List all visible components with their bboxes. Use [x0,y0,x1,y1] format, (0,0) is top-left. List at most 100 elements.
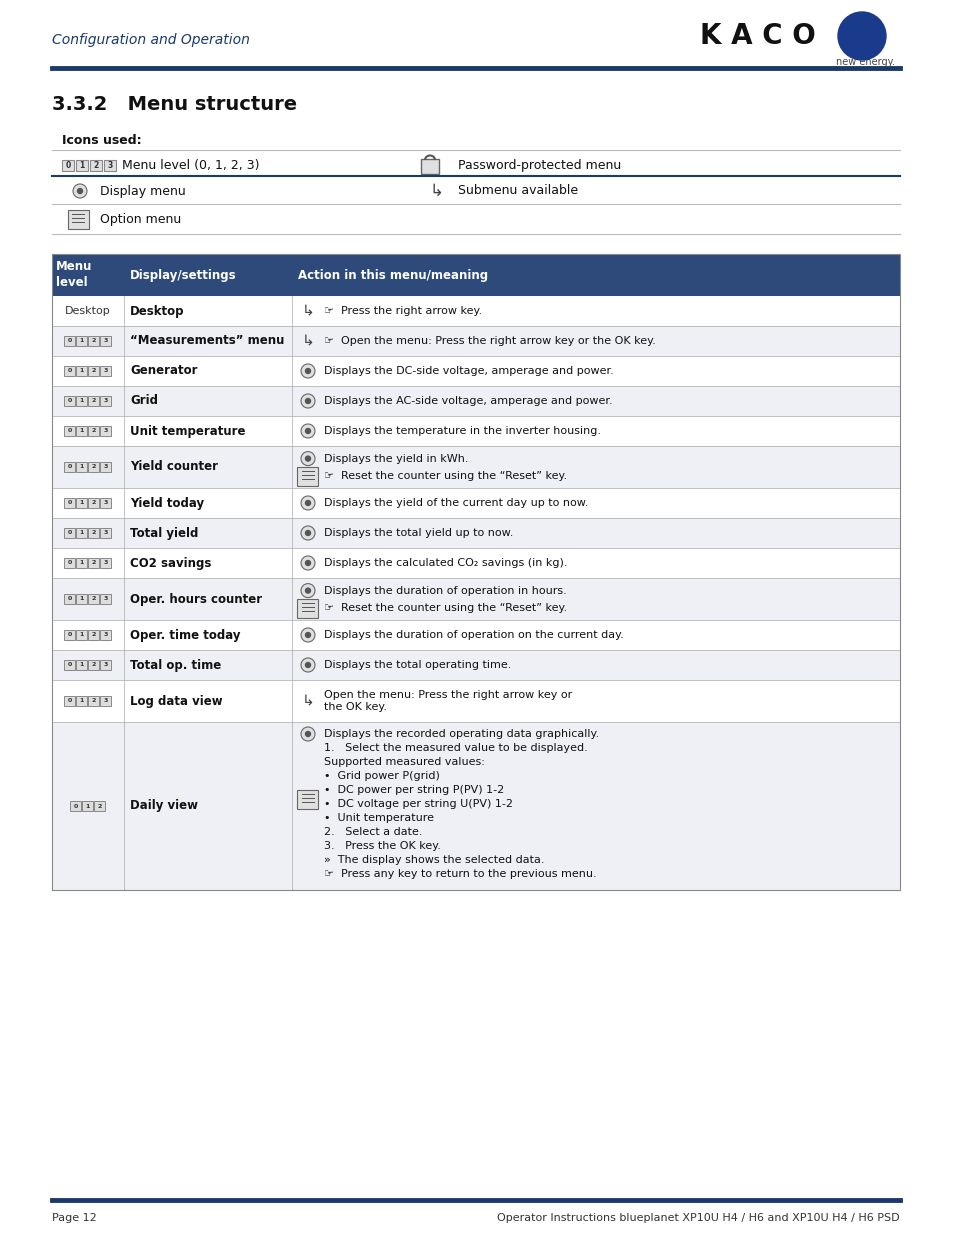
Text: 2: 2 [91,561,95,566]
Text: 0: 0 [68,368,71,373]
FancyBboxPatch shape [104,159,116,170]
Circle shape [305,531,310,536]
FancyBboxPatch shape [64,396,75,406]
Text: CO2 savings: CO2 savings [130,557,212,569]
FancyBboxPatch shape [100,697,111,706]
FancyBboxPatch shape [52,517,899,548]
Circle shape [301,394,314,408]
FancyBboxPatch shape [88,498,99,508]
FancyBboxPatch shape [100,594,111,604]
Text: 2: 2 [93,161,98,169]
Text: Submenu available: Submenu available [457,184,578,198]
Circle shape [301,526,314,540]
Text: Menu
level: Menu level [56,261,92,289]
Text: Displays the duration of operation on the current day.: Displays the duration of operation on th… [324,630,623,640]
Text: ↳: ↳ [430,182,443,200]
Text: 2: 2 [91,464,95,469]
Text: 2: 2 [91,399,95,404]
Text: 3: 3 [103,368,108,373]
Text: 0: 0 [68,338,71,343]
Text: Displays the total yield up to now.: Displays the total yield up to now. [324,529,513,538]
FancyBboxPatch shape [100,558,111,568]
Text: 1: 1 [79,531,84,536]
Text: Desktop: Desktop [65,306,111,316]
Text: 2: 2 [91,531,95,536]
FancyBboxPatch shape [88,462,99,472]
Text: Configuration and Operation: Configuration and Operation [52,33,250,47]
FancyBboxPatch shape [90,159,102,170]
FancyBboxPatch shape [88,366,99,375]
Text: Displays the AC-side voltage, amperage and power.: Displays the AC-side voltage, amperage a… [324,396,612,406]
Text: 3: 3 [103,500,108,505]
Text: Option menu: Option menu [100,212,181,226]
FancyBboxPatch shape [100,426,111,436]
Text: 1.   Select the measured value to be displayed.: 1. Select the measured value to be displ… [324,743,587,753]
Text: »  The display shows the selected data.: » The display shows the selected data. [324,855,544,864]
FancyBboxPatch shape [76,529,87,538]
Text: 3: 3 [103,561,108,566]
Text: Displays the temperature in the inverter housing.: Displays the temperature in the inverter… [324,426,600,436]
Text: 1: 1 [79,500,84,505]
Circle shape [305,662,310,667]
Text: 1: 1 [79,632,84,637]
FancyBboxPatch shape [76,426,87,436]
FancyBboxPatch shape [82,802,92,811]
FancyBboxPatch shape [88,697,99,706]
FancyBboxPatch shape [88,529,99,538]
Text: 2: 2 [91,368,95,373]
Circle shape [305,429,310,433]
Text: 3: 3 [103,632,108,637]
FancyBboxPatch shape [68,210,89,228]
Text: •  Unit temperature: • Unit temperature [324,813,434,823]
Circle shape [305,456,310,461]
Text: Desktop: Desktop [130,305,184,317]
Text: 1: 1 [79,561,84,566]
Text: Total op. time: Total op. time [130,658,221,672]
FancyBboxPatch shape [64,659,75,671]
Text: 2: 2 [91,500,95,505]
Text: 0: 0 [68,399,71,404]
Text: Displays the calculated CO₂ savings (in kg).: Displays the calculated CO₂ savings (in … [324,558,567,568]
Circle shape [301,364,314,378]
FancyBboxPatch shape [100,630,111,640]
Text: 2: 2 [97,804,102,809]
Text: Generator: Generator [130,364,197,378]
FancyBboxPatch shape [100,659,111,671]
FancyBboxPatch shape [76,462,87,472]
Text: 0: 0 [68,662,71,667]
Text: 0: 0 [73,804,77,809]
Text: Supported measured values:: Supported measured values: [324,757,484,767]
FancyBboxPatch shape [64,366,75,375]
FancyBboxPatch shape [76,159,88,170]
FancyBboxPatch shape [94,802,105,811]
Text: ↳: ↳ [301,333,314,348]
FancyBboxPatch shape [52,387,899,416]
Text: new energy.: new energy. [835,57,894,67]
Circle shape [301,556,314,571]
Text: 0: 0 [68,464,71,469]
Text: 3: 3 [103,699,108,704]
Text: ☞  Open the menu: Press the right arrow key or the OK key.: ☞ Open the menu: Press the right arrow k… [324,336,655,346]
FancyBboxPatch shape [64,697,75,706]
Text: 0: 0 [66,161,71,169]
Text: 1: 1 [79,338,84,343]
Circle shape [301,496,314,510]
Text: 2: 2 [91,662,95,667]
Text: 1: 1 [79,161,85,169]
Text: 2: 2 [91,699,95,704]
FancyBboxPatch shape [64,529,75,538]
Text: 1: 1 [79,429,84,433]
Circle shape [305,399,310,404]
Text: ↳: ↳ [301,304,314,319]
Text: 2: 2 [91,429,95,433]
FancyBboxPatch shape [100,498,111,508]
FancyBboxPatch shape [70,802,81,811]
Text: Page 12: Page 12 [52,1213,96,1223]
Text: Displays the yield in kWh.: Displays the yield in kWh. [324,453,468,463]
Text: 1: 1 [79,399,84,404]
Text: •  Grid power P(grid): • Grid power P(grid) [324,771,439,781]
Text: 0: 0 [68,561,71,566]
FancyBboxPatch shape [88,396,99,406]
Text: Action in this menu/meaning: Action in this menu/meaning [297,268,488,282]
FancyBboxPatch shape [76,366,87,375]
